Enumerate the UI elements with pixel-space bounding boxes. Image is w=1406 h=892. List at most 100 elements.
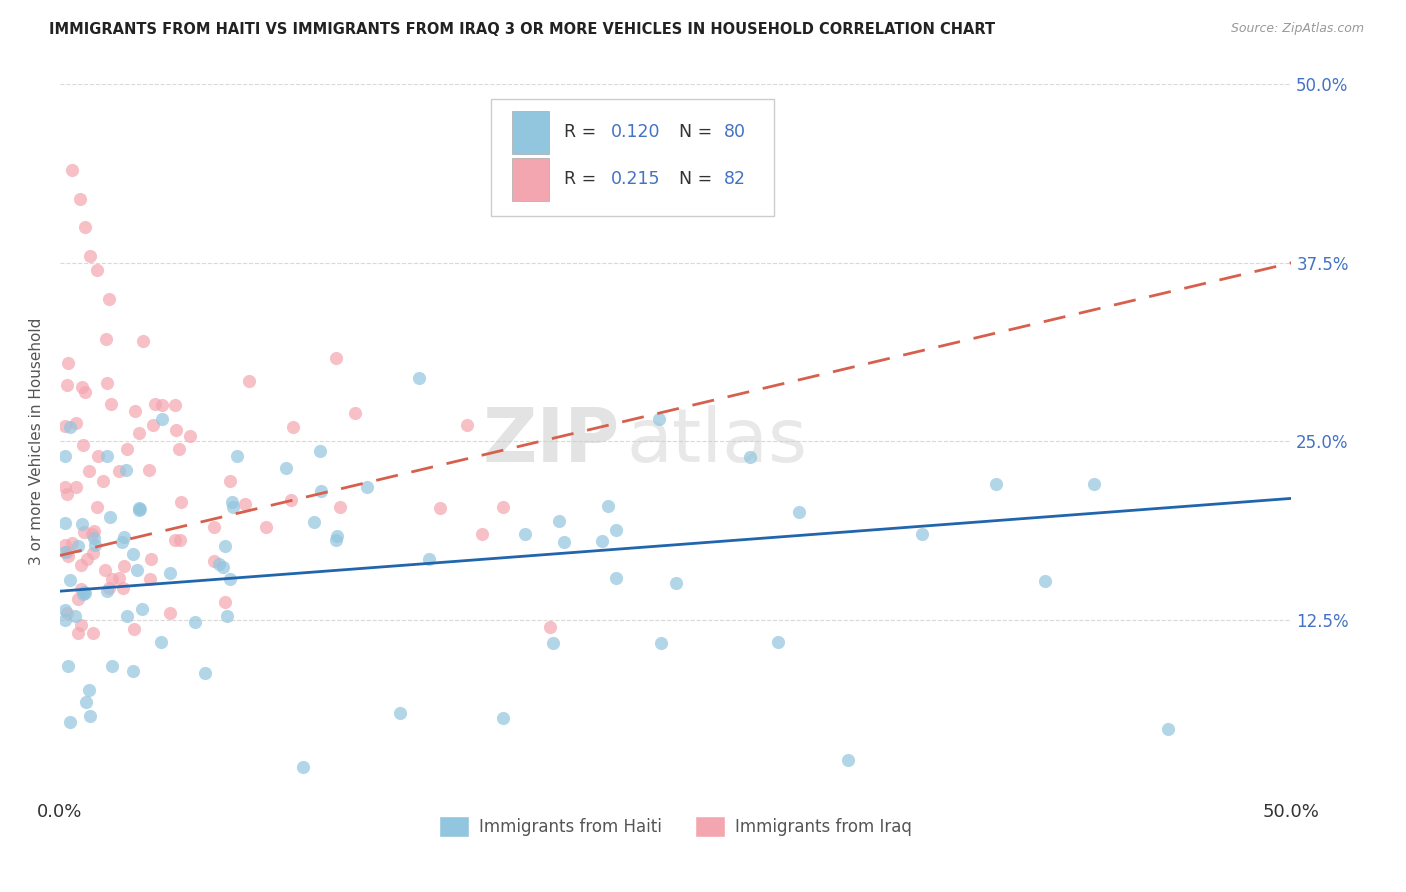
Point [122, 664, 145, 678]
Point [128, 500, 150, 515]
Point [605, 523, 627, 537]
Point [59, 573, 82, 587]
Point [67, 626, 90, 640]
Point [131, 602, 153, 616]
Point [53, 516, 76, 530]
Point [69, 192, 91, 206]
Point [73, 220, 96, 235]
Point [274, 461, 297, 475]
Point [165, 398, 187, 412]
Point [169, 533, 191, 547]
Point [82, 626, 104, 640]
Point [65, 608, 87, 623]
Point [302, 515, 325, 529]
Text: atlas: atlas [627, 405, 807, 478]
Point [112, 558, 135, 573]
Point [53, 614, 76, 628]
Point [128, 501, 150, 516]
Point [76, 552, 98, 566]
Point [143, 397, 166, 411]
Point [591, 534, 613, 549]
Text: 0.215: 0.215 [610, 170, 659, 188]
Point [309, 444, 332, 458]
Point [53, 603, 76, 617]
Point [139, 552, 162, 566]
Point [111, 534, 134, 549]
Point [56, 658, 79, 673]
Point [605, 571, 627, 585]
Bar [512, 158, 548, 201]
Point [787, 505, 810, 519]
Point [86, 500, 108, 514]
Point [65, 416, 87, 430]
Point [149, 635, 172, 649]
Point [837, 753, 859, 767]
Point [53, 545, 76, 559]
Point [55, 487, 77, 501]
Point [66, 592, 89, 607]
Point [79, 709, 101, 723]
Point [80, 526, 103, 541]
Point [96, 332, 118, 346]
FancyBboxPatch shape [491, 99, 775, 217]
Point [72, 584, 94, 599]
Point [1157, 722, 1180, 736]
Point [77, 682, 100, 697]
Point [82, 546, 104, 560]
Point [128, 502, 150, 516]
Point [124, 403, 146, 417]
Point [72, 516, 94, 531]
Point [70, 380, 93, 394]
Point [86, 263, 108, 277]
Point [221, 495, 243, 509]
Point [356, 480, 378, 494]
Point [73, 525, 96, 540]
Point [1083, 477, 1105, 491]
Point [56, 545, 79, 559]
Point [98, 510, 121, 524]
Point [67, 539, 90, 553]
Point [72, 437, 94, 451]
Point [83, 531, 105, 545]
Point [215, 609, 238, 624]
Point [150, 412, 173, 426]
Point [53, 479, 76, 493]
Point [219, 474, 242, 488]
Point [208, 557, 231, 571]
Point [53, 418, 76, 433]
Point [1033, 574, 1056, 588]
Point [165, 533, 187, 548]
Point [292, 760, 315, 774]
Point [471, 527, 494, 541]
Point [59, 420, 82, 434]
Point [79, 249, 101, 263]
Point [122, 623, 145, 637]
Point [60, 536, 83, 550]
Point [101, 572, 124, 586]
Text: ZIP: ZIP [484, 405, 620, 478]
Point [53, 449, 76, 463]
Point [309, 484, 332, 499]
Point [165, 423, 187, 437]
Point [96, 376, 118, 391]
Point [325, 351, 347, 365]
Point [117, 442, 139, 457]
Point [492, 500, 515, 514]
Text: Source: ZipAtlas.com: Source: ZipAtlas.com [1230, 22, 1364, 36]
Point [87, 450, 110, 464]
Point [167, 442, 190, 456]
Text: IMMIGRANTS FROM HAITI VS IMMIGRANTS FROM IRAQ 3 OR MORE VEHICLES IN HOUSEHOLD CO: IMMIGRANTS FROM HAITI VS IMMIGRANTS FROM… [49, 22, 995, 37]
Point [219, 572, 242, 586]
Point [541, 636, 564, 650]
Point [238, 374, 260, 388]
Point [184, 615, 207, 630]
Point [281, 419, 304, 434]
Point [73, 586, 96, 600]
Point [596, 499, 619, 513]
Point [408, 370, 430, 384]
Point [553, 535, 575, 549]
Point [112, 530, 135, 544]
Point [96, 449, 118, 463]
Point [984, 476, 1007, 491]
Text: 0.120: 0.120 [610, 123, 659, 141]
